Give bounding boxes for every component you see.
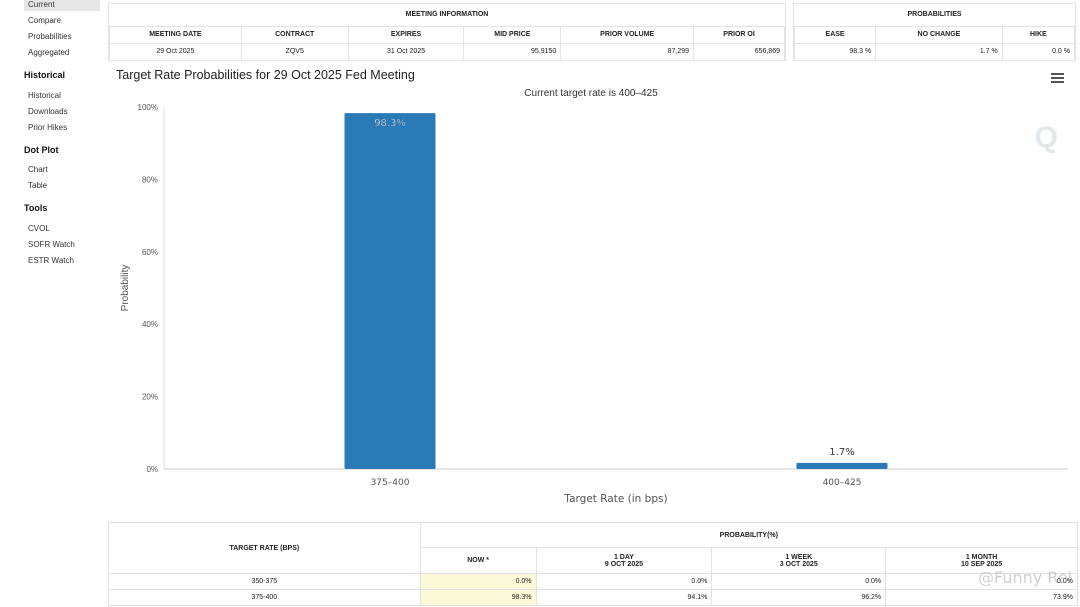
prior-oi-value: 656,869 [693,42,785,61]
table-row: 375-400 98.3% 94.1% 96.2% 73.9% [108,589,1078,606]
header-prior-oi: PRIOR OI [693,25,785,44]
sidebar-item-compare[interactable]: Compare [28,16,61,25]
header-no-change: NO CHANGE [875,25,1003,44]
header-mid-price: MID PRICE [463,25,562,44]
sidebar-item-downloads[interactable]: Downloads [28,107,68,116]
meeting-information-title: MEETING INFORMATION [405,11,489,19]
prior-volume-value: 87,299 [560,42,695,61]
now-cell: 0.0% [419,573,537,590]
rate-cell: 375-400 [108,589,421,606]
chart-subtitle: Current target rate is 400–425 [524,88,658,99]
no-change-value: 1.7 % [875,42,1003,61]
subheader-1-week-line2: 3 OCT 2025 [779,560,818,568]
sidebar-item-aggregated[interactable]: Aggregated [28,48,70,57]
header-meeting-date: MEETING DATE [109,25,242,44]
subheader-1-day-line1: 1 DAY [613,553,634,561]
subheader-now-line1: NOW * [467,557,489,564]
sidebar-item-table[interactable]: Table [28,181,48,190]
probabilities-panel: PROBABILITIES EASE NO CHANGE HIKE 98.3 %… [793,3,1076,61]
one-week-cell: 0.0% [711,573,887,590]
one-month-cell: 73.9% [885,589,1078,606]
subheader-1-day-line2: 9 OCT 2025 [604,560,644,568]
probabilities-title: PROBABILITIES [907,11,962,19]
rate-cell: 350-375 [108,573,421,590]
watermark-text: @Funny Rei [978,568,1072,587]
sidebar-item-prior-hikes[interactable]: Prior Hikes [28,123,68,132]
meeting-date-value: 29 Oct 2025 [109,42,242,61]
sidebar-item-estr-watch[interactable]: ESTR Watch [28,256,74,265]
one-day-cell: 94.1% [535,589,713,606]
sidebar-item-sofr-watch[interactable]: SOFR Watch [28,240,75,249]
sidebar-item-historical[interactable]: Historical [28,91,61,100]
x-tick-label: 400–425 [823,478,862,488]
ease-value: 98.3 % [793,42,877,61]
hamburger-menu-icon[interactable] [1051,73,1064,83]
y-tick-label: 40% [142,320,158,329]
bar-375-400 [344,113,436,470]
y-tick-label: 20% [142,393,158,402]
target-rate-column-header: TARGET RATE (BPS) [108,522,421,574]
data-label-400-425: 1.7% [829,447,854,458]
chart-plot-area: 0% 20% 40% 60% 80% 100% Probability 98.3% 375–40… [120,103,1068,505]
subheader-1-week: 1 WEEK 3 OCT 2025 [711,547,887,574]
mid-price-value: 95.9150 [463,42,562,61]
x-axis-label: Target Rate (in bps) [563,493,667,505]
header-hike: HIKE [1001,25,1076,44]
subheader-1-month-line1: 1 MONTH [965,553,998,561]
subheader-1-month: 1 MONTH 10 SEP 2025 [885,547,1078,574]
subheader-1-day: 1 DAY 9 OCT 2025 [535,547,713,574]
hike-value: 0.0 % [1001,42,1076,61]
sidebar: Current Compare Probabilities Aggregated… [0,0,104,607]
sidebar-item-cvol[interactable]: CVOL [28,224,50,233]
sidebar-heading-dot-plot: Dot Plot [24,145,59,155]
y-tick-label: 60% [142,248,158,257]
one-day-cell: 0.0% [535,573,713,590]
subheader-1-week-line1: 1 WEEK [785,553,813,561]
table-row: 350-375 0.0% 0.0% 0.0% 0.0% [108,573,1078,590]
sidebar-item-current[interactable]: Current [24,0,100,11]
y-tick-label: 100% [138,103,158,112]
header-contract: CONTRACT [240,25,349,44]
probability-chart: Target Rate Probabilities for 29 Oct 202… [108,66,1078,518]
y-tick-label: 0% [146,465,158,474]
header-ease: EASE [793,25,877,44]
chart-title: Target Rate Probabilities for 29 Oct 202… [116,68,415,82]
meeting-information-panel: MEETING INFORMATION MEETING DATE CONTRAC… [108,3,786,61]
sidebar-heading-tools: Tools [24,203,48,213]
header-expires: EXPIRES [347,25,465,44]
one-week-cell: 96.2% [711,589,887,606]
probability-group-header: PROBABILITY(%) [419,522,1079,548]
header-prior-volume: PRIOR VOLUME [560,25,695,44]
sidebar-item-chart[interactable]: Chart [28,165,48,174]
subheader-now: NOW * [419,547,537,574]
y-axis-label: Probability [120,265,131,312]
sidebar-heading-historical: Historical [24,70,66,80]
target-rate-probability-table: TARGET RATE (BPS) PROBABILITY(%) NOW * 1… [108,522,1079,606]
subheader-1-month-line2: 10 SEP 2025 [961,560,1003,568]
bar-400-425 [796,462,888,469]
q-watermark-icon: Q [1034,121,1058,154]
expires-value: 31 Oct 2025 [347,42,465,61]
y-tick-label: 80% [142,175,158,184]
contract-value: ZQV5 [240,42,349,61]
sidebar-item-probabilities[interactable]: Probabilities [28,32,72,41]
data-label-375-400: 98.3% [374,118,406,129]
now-cell: 98.3% [419,589,537,606]
x-tick-label: 375–400 [371,478,410,488]
